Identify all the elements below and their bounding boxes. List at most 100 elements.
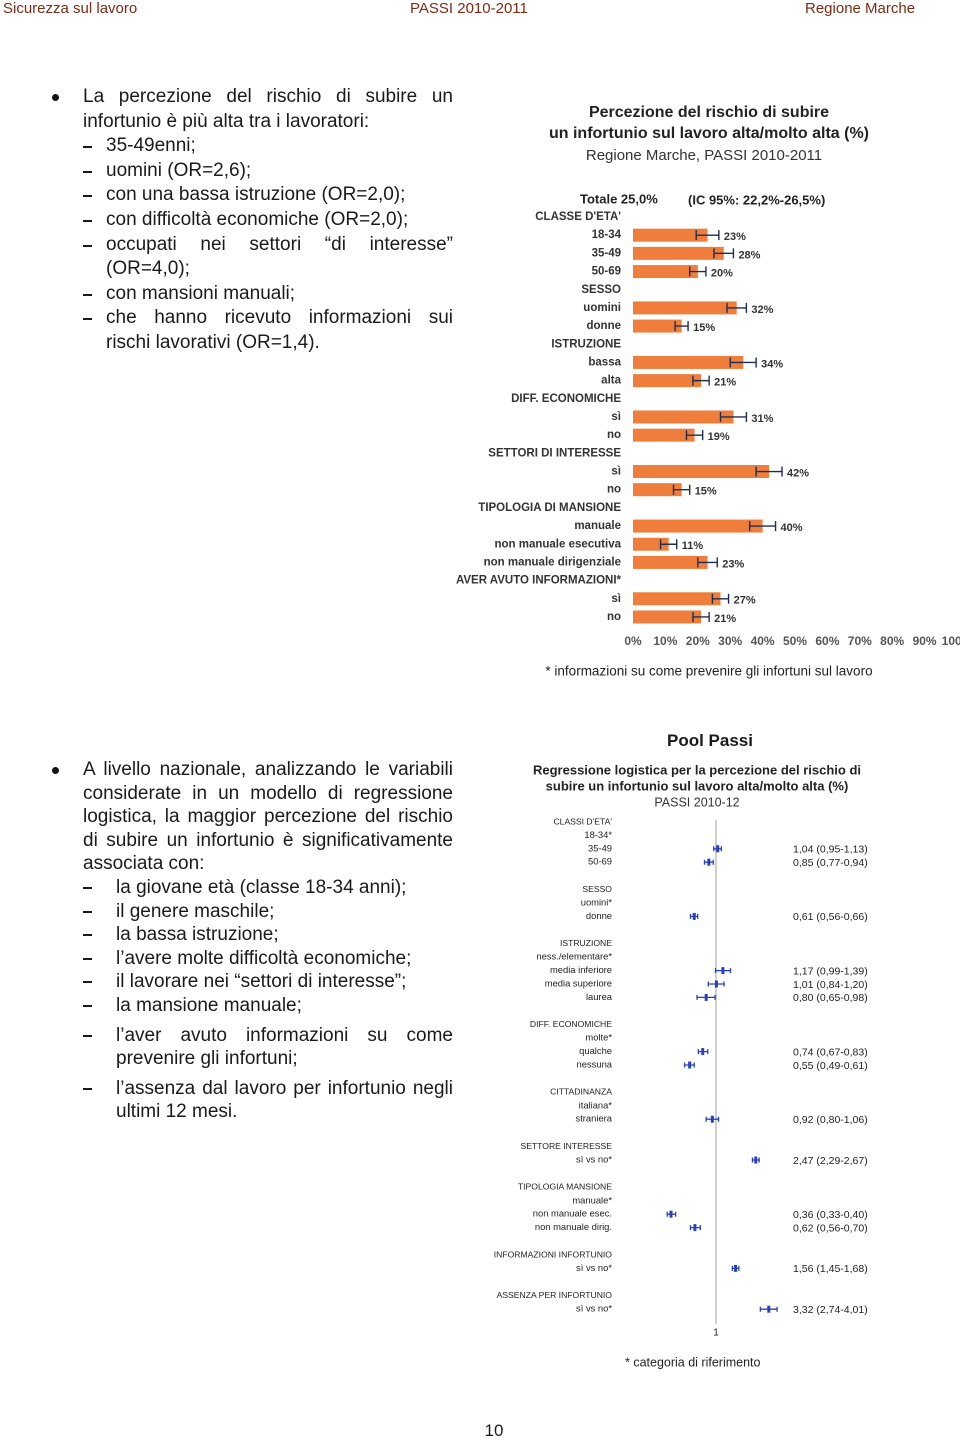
group-label: CLASSE D'ETA' <box>535 211 621 223</box>
dash <box>83 1034 92 1037</box>
x-tick-label: 1 <box>713 1328 719 1339</box>
value-label: 21% <box>714 377 736 389</box>
category-label: bassa <box>588 356 621 368</box>
category-label: ness./elementare* <box>536 951 612 962</box>
header-center: PASSI 2010-2011 <box>410 0 528 17</box>
value-label: 0,85 (0,77-0,94) <box>793 857 868 869</box>
list-text: che hanno ricevuto informazioni sui risc… <box>106 307 453 353</box>
bar <box>633 592 721 606</box>
category-label: laurea <box>586 991 613 1002</box>
point <box>767 1305 771 1313</box>
list-text: la bassa istruzione; <box>116 924 279 946</box>
list-item: l’aver avuto informazioni su come preven… <box>83 1024 453 1071</box>
category-label: sì <box>611 411 621 423</box>
bar <box>633 228 708 242</box>
category-label: 50-69 <box>588 856 612 867</box>
bar <box>633 465 770 479</box>
value-label: 15% <box>695 486 717 498</box>
list-item: che hanno ricevuto informazioni sui risc… <box>83 306 453 355</box>
x-tick-label: 90% <box>913 634 937 648</box>
value-label: 3,32 (2,74-4,01) <box>793 1304 868 1316</box>
list-text: con una bassa istruzione (OR=2,0); <box>106 184 406 206</box>
group-label: SESSO <box>582 884 612 894</box>
error-bar <box>729 357 757 368</box>
list-item: l’avere molte difficoltà economiche; <box>83 947 453 971</box>
list-item: occupati nei settori “di interesse” (OR=… <box>83 233 453 282</box>
x-tick-label: 60% <box>815 634 839 648</box>
value-label: 1,56 (1,45-1,68) <box>793 1263 868 1275</box>
value-label: 0,55 (0,49-0,61) <box>793 1060 868 1072</box>
list-text: l’avere molte difficoltà economiche; <box>116 947 412 969</box>
error-bar <box>697 557 718 568</box>
point <box>688 1061 692 1069</box>
category-label: uomini* <box>581 896 613 907</box>
error-bar <box>659 539 678 550</box>
category-label: non manuale esec. <box>533 1208 612 1219</box>
bar <box>633 410 734 424</box>
list-text: uomini (OR=2,6); <box>106 159 252 181</box>
bar <box>633 301 737 315</box>
category-label: sì vs no* <box>576 1303 612 1314</box>
category-label: sì vs no* <box>576 1153 612 1164</box>
x-tick-label: 100% <box>942 634 960 648</box>
value-label: 0,36 (0,33-0,40) <box>793 1209 868 1221</box>
value-label: 19% <box>708 431 730 443</box>
section-2: A livello nazionale, analizzando le vari… <box>83 758 453 1124</box>
point <box>692 912 696 920</box>
list-text: il genere maschile; <box>116 900 275 922</box>
value-label: 0,74 (0,67-0,83) <box>793 1046 868 1058</box>
list-text: 35-49enni; <box>106 135 196 157</box>
dash <box>83 219 92 222</box>
list-text: occupati nei settori “di interesse” (OR=… <box>106 233 453 280</box>
error-bar <box>719 411 748 422</box>
list-item: con difficoltà economiche (OR=2,0); <box>83 208 453 233</box>
category-label: 35-49 <box>592 247 621 259</box>
dash <box>83 1087 92 1090</box>
value-label: 1,01 (0,84-1,20) <box>793 979 868 991</box>
value-label: 0,80 (0,65-0,98) <box>793 992 868 1004</box>
chart-title: subire un infortunio sul lavoro alta/mol… <box>546 778 849 793</box>
value-label: 15% <box>693 322 715 334</box>
dash <box>83 934 92 937</box>
section-heading: Pool Passi <box>667 731 753 750</box>
category-label: molte* <box>585 1032 612 1043</box>
chart-subtitle: PASSI 2010-12 <box>654 795 739 809</box>
list-item: il lavorare nei “settori di interesse”; <box>83 970 453 994</box>
error-bar <box>692 375 710 386</box>
value-label: 1,04 (0,95-1,13) <box>793 844 868 856</box>
bar <box>633 519 763 533</box>
list-text: l’assenza dal lavoro per infortunio negl… <box>116 1077 453 1123</box>
header-right: Regione Marche <box>805 0 916 17</box>
category-label: no <box>607 611 621 623</box>
list-item: l’assenza dal lavoro per infortunio negl… <box>83 1077 453 1124</box>
category-label: donne <box>586 910 612 921</box>
group-label: DIFF. ECONOMICHE <box>530 1019 612 1029</box>
group-label: SETTORE INTERESSE <box>520 1141 612 1151</box>
category-label: manuale* <box>572 1194 612 1205</box>
error-bar <box>674 321 689 332</box>
error-bar <box>692 611 710 622</box>
error-bar <box>726 302 748 313</box>
x-tick-label: 70% <box>848 634 872 648</box>
category-label: 18-34 <box>592 229 622 241</box>
value-label: 28% <box>738 249 760 261</box>
category-label: qualche <box>579 1045 612 1056</box>
bar <box>633 537 669 551</box>
category-label: sì <box>611 593 621 605</box>
x-tick-label: 0% <box>624 634 642 648</box>
value-label: 2,47 (2,29-2,67) <box>793 1155 868 1167</box>
value-label: 23% <box>724 231 746 243</box>
dash <box>83 146 92 149</box>
point <box>734 1264 738 1272</box>
list-text: con difficoltà economiche (OR=2,0); <box>106 208 409 230</box>
list-item: 35-49enni; <box>83 134 453 159</box>
group-label: SESSO <box>581 284 621 296</box>
point <box>704 993 708 1001</box>
error-bar <box>685 430 704 441</box>
error-bar <box>711 593 730 604</box>
list-text: l’aver avuto informazioni su come preven… <box>116 1024 453 1070</box>
dash <box>83 981 92 984</box>
group-label: CLASSI D'ETA' <box>553 816 612 826</box>
